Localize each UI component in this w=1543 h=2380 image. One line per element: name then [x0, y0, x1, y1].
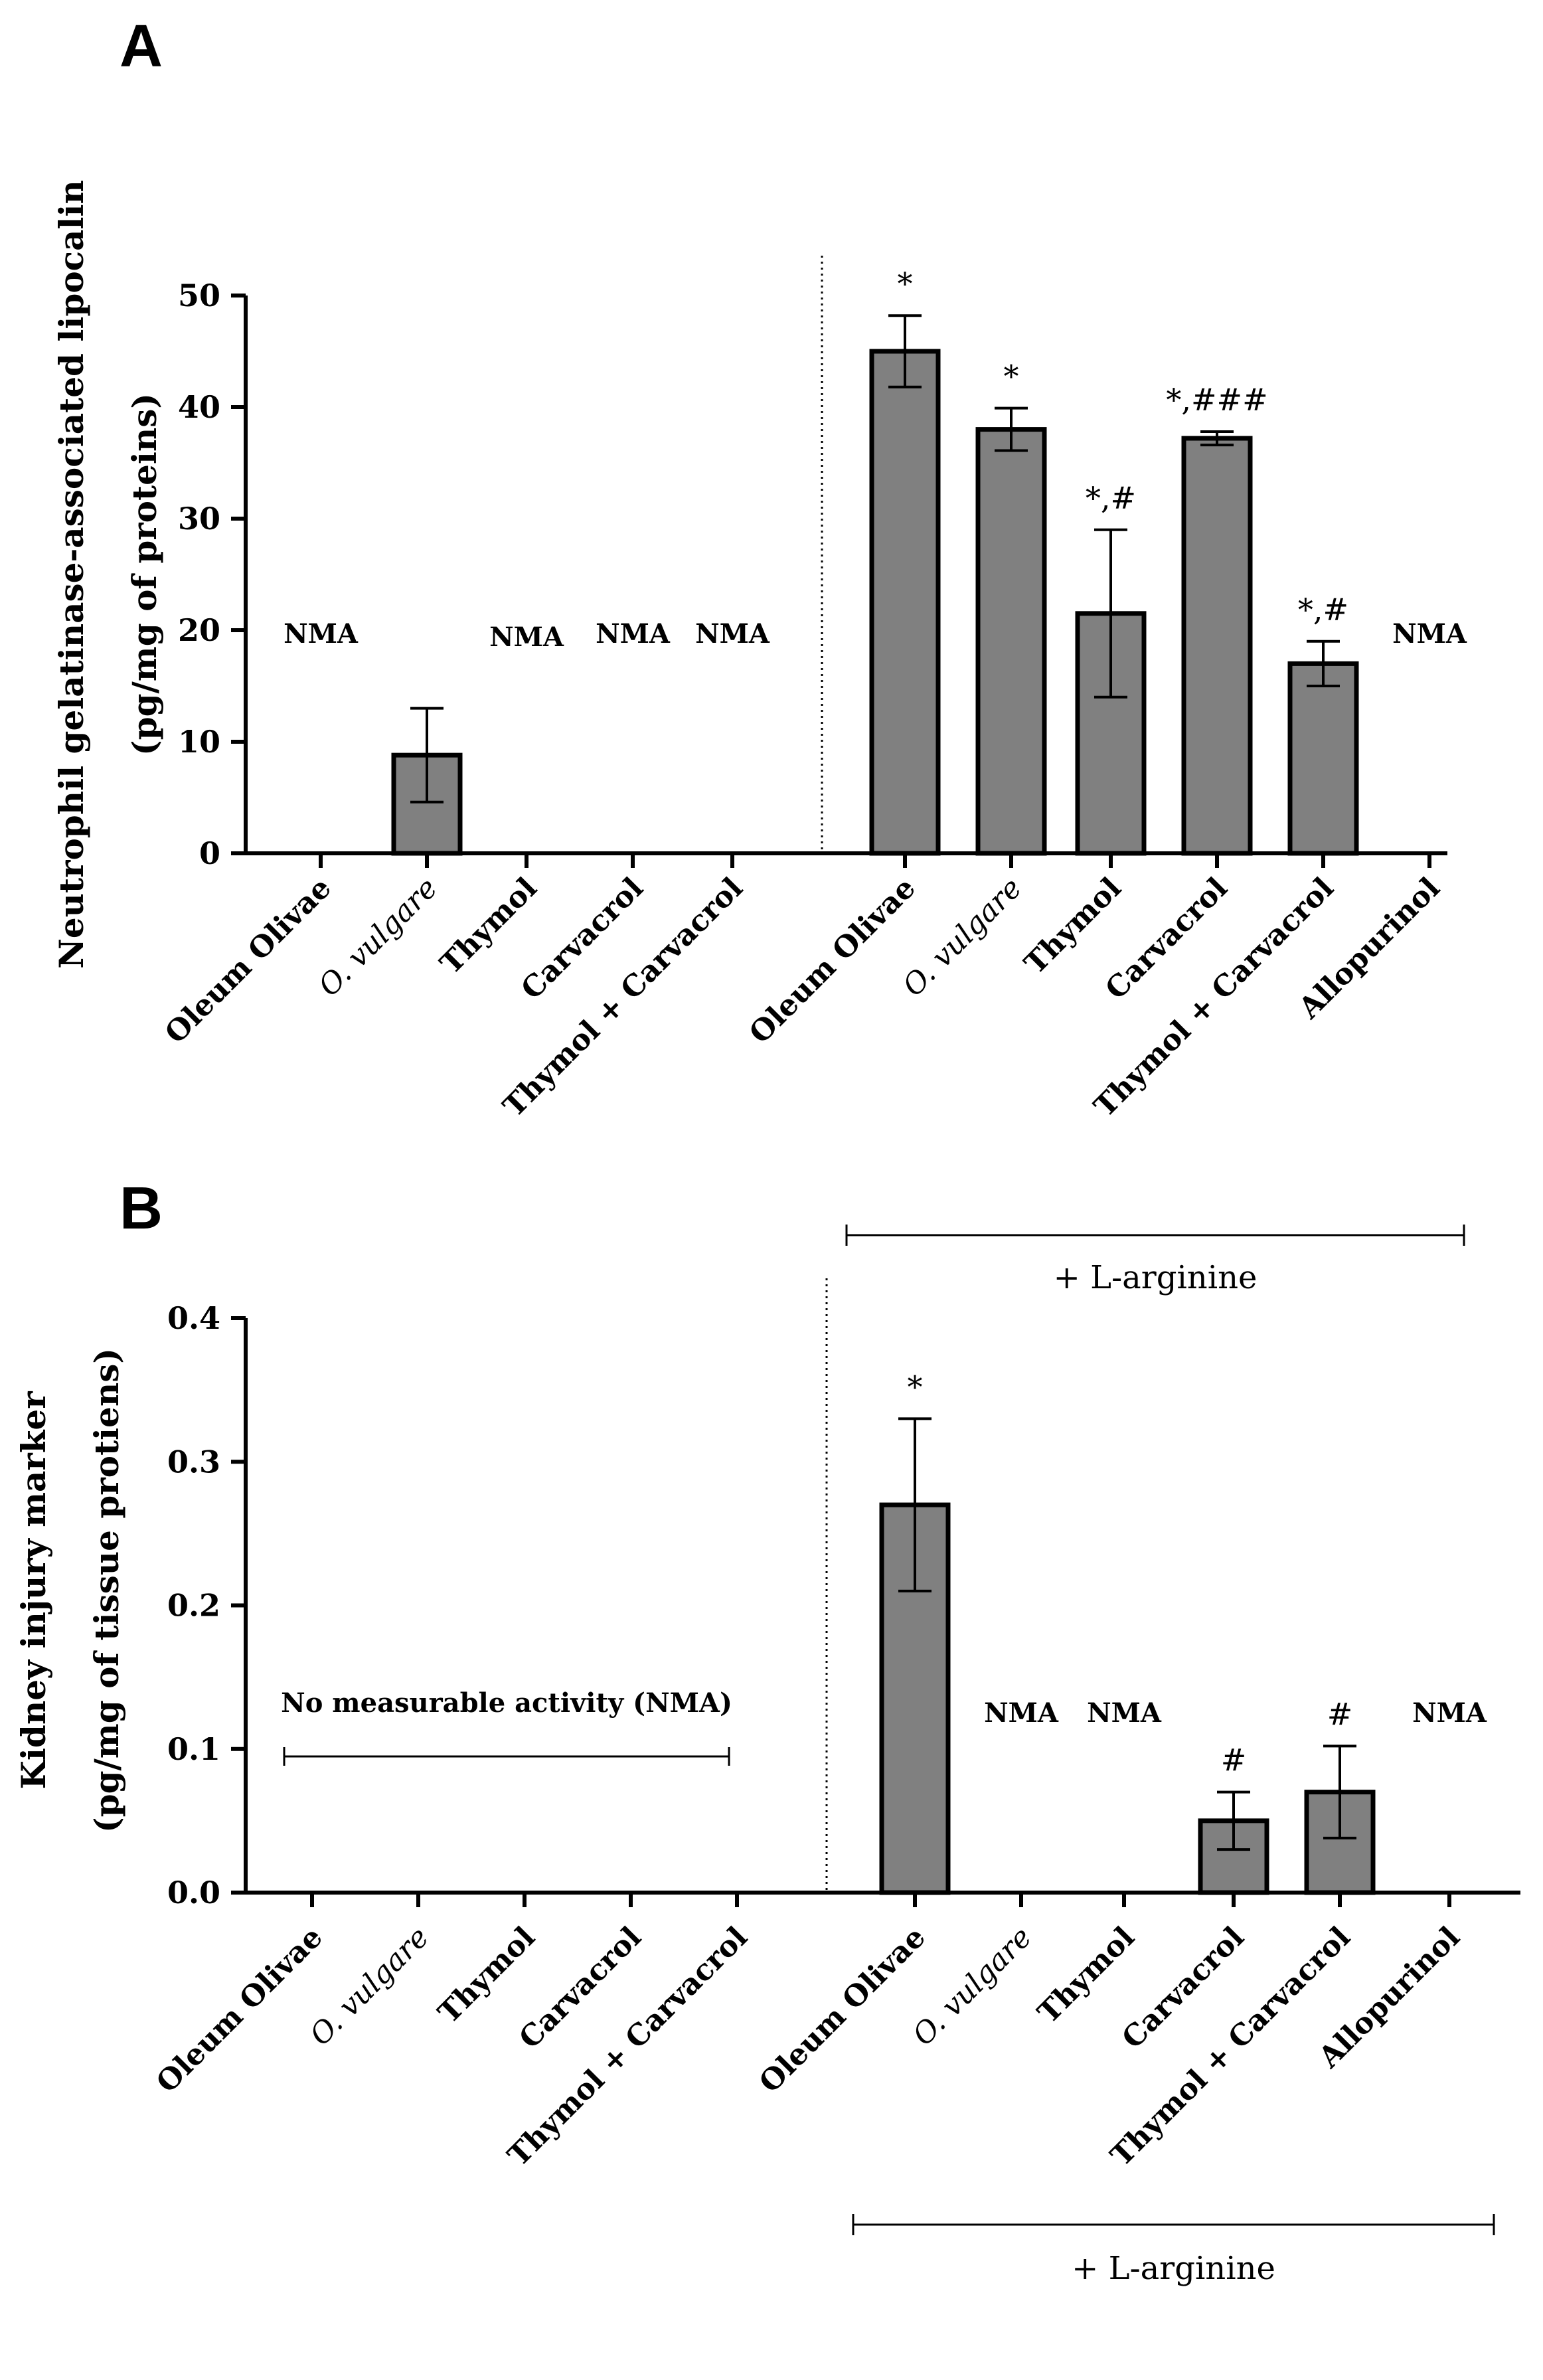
y-tick-label: 0.1	[167, 1731, 220, 1767]
x-tick-label: Oleum Olivae	[753, 1920, 932, 2100]
y-axis-label-units: (pg/mg of tissue protiens)	[87, 1348, 126, 1833]
nma-label: NMA	[1087, 1697, 1162, 1729]
significance-label: *	[1004, 359, 1019, 394]
x-tick-label: Oleum Olivae	[159, 871, 338, 1051]
x-tick-label: Oleum Olivae	[150, 1920, 329, 2100]
panel-b: B 0.0 0.1 0.2 0.3 0.4 Kidney injury marker (pg…	[14, 1175, 1520, 2287]
significance-label: *,#	[1086, 480, 1136, 516]
panel-a-letter: A	[120, 13, 163, 80]
significance-label: #	[1221, 1742, 1247, 1778]
y-tick-label: 30	[178, 501, 220, 537]
nma-label: NMA	[1412, 1697, 1487, 1729]
bar	[869, 349, 941, 856]
y-tick-label: 0.0	[167, 1875, 220, 1911]
bar	[975, 427, 1047, 856]
y-tick-label: 10	[178, 724, 220, 760]
nma-annotation: No measurable activity (NMA)	[281, 1687, 732, 1719]
y-tick-label: 0	[199, 835, 220, 871]
panel-b-letter: B	[120, 1175, 163, 1242]
panel-a: A 0 10 20 30 40 50 Neutrophil gelatinase-assoc…	[52, 13, 1467, 1296]
arginine-label: + L-arginine	[1072, 2250, 1275, 2287]
arginine-label: + L-arginine	[1054, 1259, 1258, 1296]
x-tick-label: Thymol	[1018, 871, 1127, 981]
x-tick-label: Thymol	[1031, 1920, 1141, 2030]
nma-label: NMA	[489, 622, 564, 653]
nma-label: NMA	[596, 618, 671, 649]
significance-label: *,###	[1166, 382, 1267, 418]
bar	[879, 1502, 951, 1895]
bar	[1181, 436, 1253, 856]
y-tick-label: 50	[178, 278, 220, 313]
significance-label: *	[908, 1369, 923, 1404]
x-tick-label: Thymol	[432, 1920, 541, 2030]
significance-label: *,#	[1298, 592, 1348, 628]
bar	[1287, 661, 1359, 856]
y-tick-label: 0.4	[167, 1300, 220, 1336]
x-tick-label: Oleum Olivae	[743, 871, 922, 1051]
y-tick-label: 40	[178, 389, 220, 425]
y-axis-label: Neutrophil gelatinase-associated lipocal…	[52, 180, 91, 969]
significance-label: *	[898, 266, 913, 301]
y-tick-label: 20	[178, 612, 220, 648]
y-axis-label-units: (pg/mg of proteins)	[125, 393, 164, 756]
y-axis-label: Kidney injury marker	[14, 1391, 53, 1790]
y-tick-label: 0.2	[167, 1588, 220, 1624]
significance-label: #	[1327, 1696, 1353, 1732]
y-tick-label: 0.3	[167, 1444, 220, 1480]
x-tick-label: Thymol	[434, 871, 543, 981]
nma-label: NMA	[284, 618, 359, 649]
nma-label: NMA	[695, 618, 770, 649]
nma-label: NMA	[1392, 618, 1467, 649]
nma-label: NMA	[984, 1697, 1059, 1729]
